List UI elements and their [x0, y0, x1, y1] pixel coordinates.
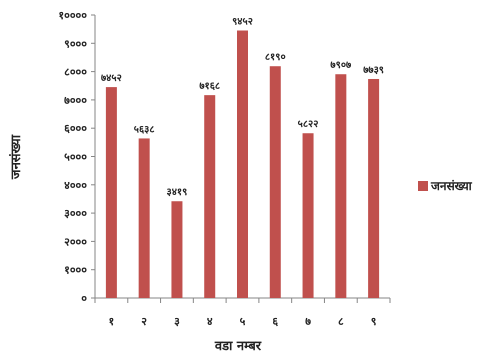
x-tick-label: ९: [371, 315, 377, 328]
data-label: ३४१९: [167, 187, 188, 198]
data-label: ५८२२: [298, 119, 319, 130]
legend-label: जनसंख्या: [430, 179, 473, 193]
y-axis: ० १००० २००० ३००० ४००० ५००० ६००० ७००० ८००० ९००० १००…: [58, 9, 96, 305]
data-label: ९४५२: [232, 17, 253, 28]
x-tick-label: ६: [272, 315, 278, 328]
data-label: ७९०७: [330, 60, 352, 71]
x-tick-label: १: [109, 315, 115, 328]
y-tick-label: ३०००: [64, 207, 87, 220]
y-tick-label: २०००: [64, 235, 87, 248]
x-tick-label: ८: [338, 315, 344, 328]
data-label: ७७३९: [363, 65, 384, 76]
data-label: ७४५२: [101, 73, 122, 84]
bar: [171, 201, 183, 298]
x-tick-label: ७: [305, 315, 311, 328]
x-tick-label: ४: [207, 315, 213, 328]
bar: [204, 95, 216, 298]
data-label: ८१९०: [265, 52, 286, 63]
y-tick-label: ६०००: [64, 122, 87, 135]
bar: [237, 30, 248, 299]
y-tick-label: ४०००: [64, 179, 87, 192]
data-label: ७१६८: [199, 81, 220, 92]
x-axis-title: वडा नम्बर: [214, 339, 262, 354]
y-tick-label: ८०००: [64, 66, 87, 79]
bar: [302, 133, 314, 298]
x-tick-label: २: [141, 315, 147, 328]
bar: [138, 138, 150, 298]
bar: [335, 74, 347, 298]
legend: जनसंख्या: [418, 179, 473, 193]
y-tick-label: ५०००: [64, 151, 87, 164]
bar: [269, 66, 281, 299]
data-labels: ७४५२ ५६३८ ३४१९ ७१६८ ९४५२ ८१९० ५८२२ ७९०७ ७७३९: [101, 17, 384, 199]
y-axis-title: जनसंख्या: [8, 134, 24, 180]
y-tick-label: १००००: [58, 9, 87, 22]
legend-swatch: [418, 181, 428, 191]
bar: [105, 87, 117, 298]
x-tick-label: ५: [240, 315, 246, 328]
bars: [105, 30, 380, 299]
data-label: ५६३८: [134, 124, 155, 135]
y-tick-label: ९०००: [64, 37, 87, 50]
y-tick-label: १०००: [64, 264, 87, 277]
bar: [368, 78, 380, 298]
y-tick-label: ०: [81, 292, 87, 305]
y-tick-label: ७०००: [64, 94, 87, 107]
x-axis: १ २ ३ ४ ५ ६ ७ ८ ९: [94, 297, 391, 328]
x-tick-label: ३: [174, 315, 180, 328]
